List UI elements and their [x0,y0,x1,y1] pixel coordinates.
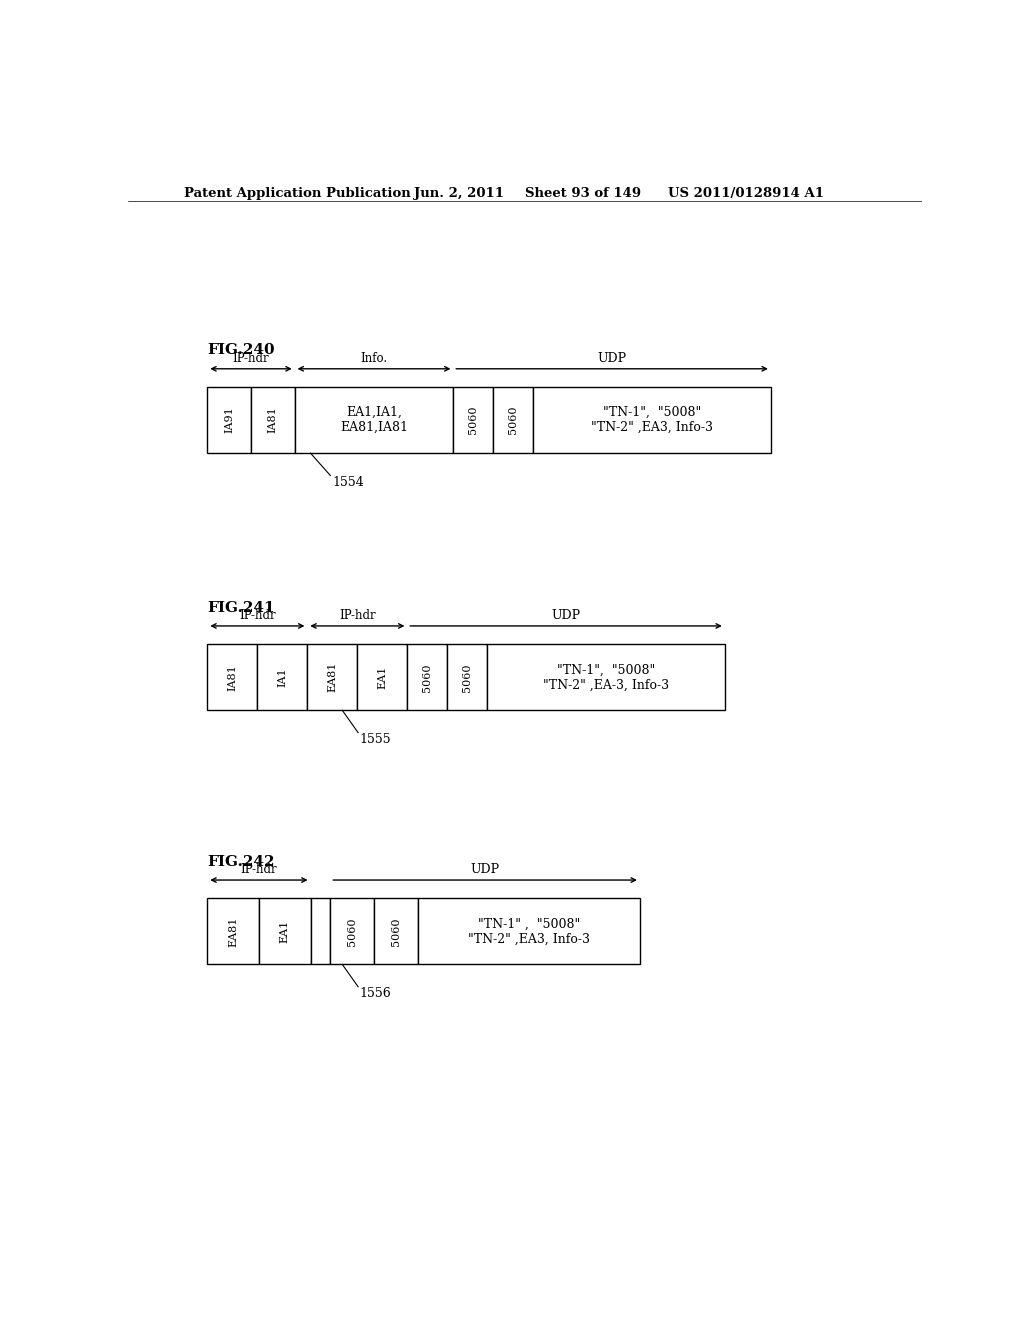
Text: 1555: 1555 [359,733,391,746]
Text: EA1,IA1,
EA81,IA81: EA1,IA1, EA81,IA81 [340,407,408,434]
Bar [207,899,259,965]
Text: "TN-1",  "5008"
"TN-2" ,EA3, Info-3: "TN-1", "5008" "TN-2" ,EA3, Info-3 [591,407,713,434]
Bar [357,644,408,710]
Bar [331,899,374,965]
Text: 1556: 1556 [359,987,391,999]
Text: 5060: 5060 [422,663,432,692]
Text: IP-hdr: IP-hdr [232,351,269,364]
Text: IA81: IA81 [227,664,238,690]
Bar [295,387,454,453]
Bar [257,644,307,710]
Bar [454,387,494,453]
Bar [418,899,640,965]
Bar [408,644,447,710]
Text: 5060: 5060 [462,663,472,692]
Text: 1554: 1554 [332,475,364,488]
Text: Jun. 2, 2011: Jun. 2, 2011 [414,187,504,199]
Bar [307,644,357,710]
Text: IP-hdr: IP-hdr [239,609,275,622]
Text: Sheet 93 of 149: Sheet 93 of 149 [524,187,641,199]
Text: EA81: EA81 [228,916,239,946]
Text: UDP: UDP [598,351,627,364]
Text: 5060: 5060 [391,917,400,945]
Bar [207,387,251,453]
Bar [310,899,331,965]
Text: EA1: EA1 [280,920,290,942]
Bar [494,387,532,453]
Text: EA1: EA1 [378,665,387,689]
Text: FIG.241: FIG.241 [207,601,275,615]
Text: 5060: 5060 [468,405,478,434]
Text: EA81: EA81 [328,663,337,693]
Text: Info.: Info. [360,351,387,364]
Text: Patent Application Publication: Patent Application Publication [183,187,411,199]
Text: FIG.242: FIG.242 [207,854,274,869]
Bar [532,387,771,453]
Text: UDP: UDP [471,863,500,876]
Text: FIG.240: FIG.240 [207,343,275,358]
Text: IA91: IA91 [224,407,234,433]
Bar [447,644,486,710]
Text: IP-hdr: IP-hdr [339,609,376,622]
Text: UDP: UDP [552,609,581,622]
Bar [486,644,725,710]
Text: 5060: 5060 [347,917,357,945]
Bar [259,899,310,965]
Text: IP-hdr: IP-hdr [241,863,278,876]
Text: IA81: IA81 [268,407,278,433]
Text: 5060: 5060 [508,405,518,434]
Bar [374,899,418,965]
Bar [251,387,295,453]
Text: "TN-1",  "5008"
"TN-2" ,EA-3, Info-3: "TN-1", "5008" "TN-2" ,EA-3, Info-3 [543,663,669,692]
Bar [207,644,257,710]
Text: IA1: IA1 [278,668,288,688]
Text: US 2011/0128914 A1: US 2011/0128914 A1 [668,187,823,199]
Text: "TN-1" ,  "5008"
"TN-2" ,EA3, Info-3: "TN-1" , "5008" "TN-2" ,EA3, Info-3 [468,917,590,945]
